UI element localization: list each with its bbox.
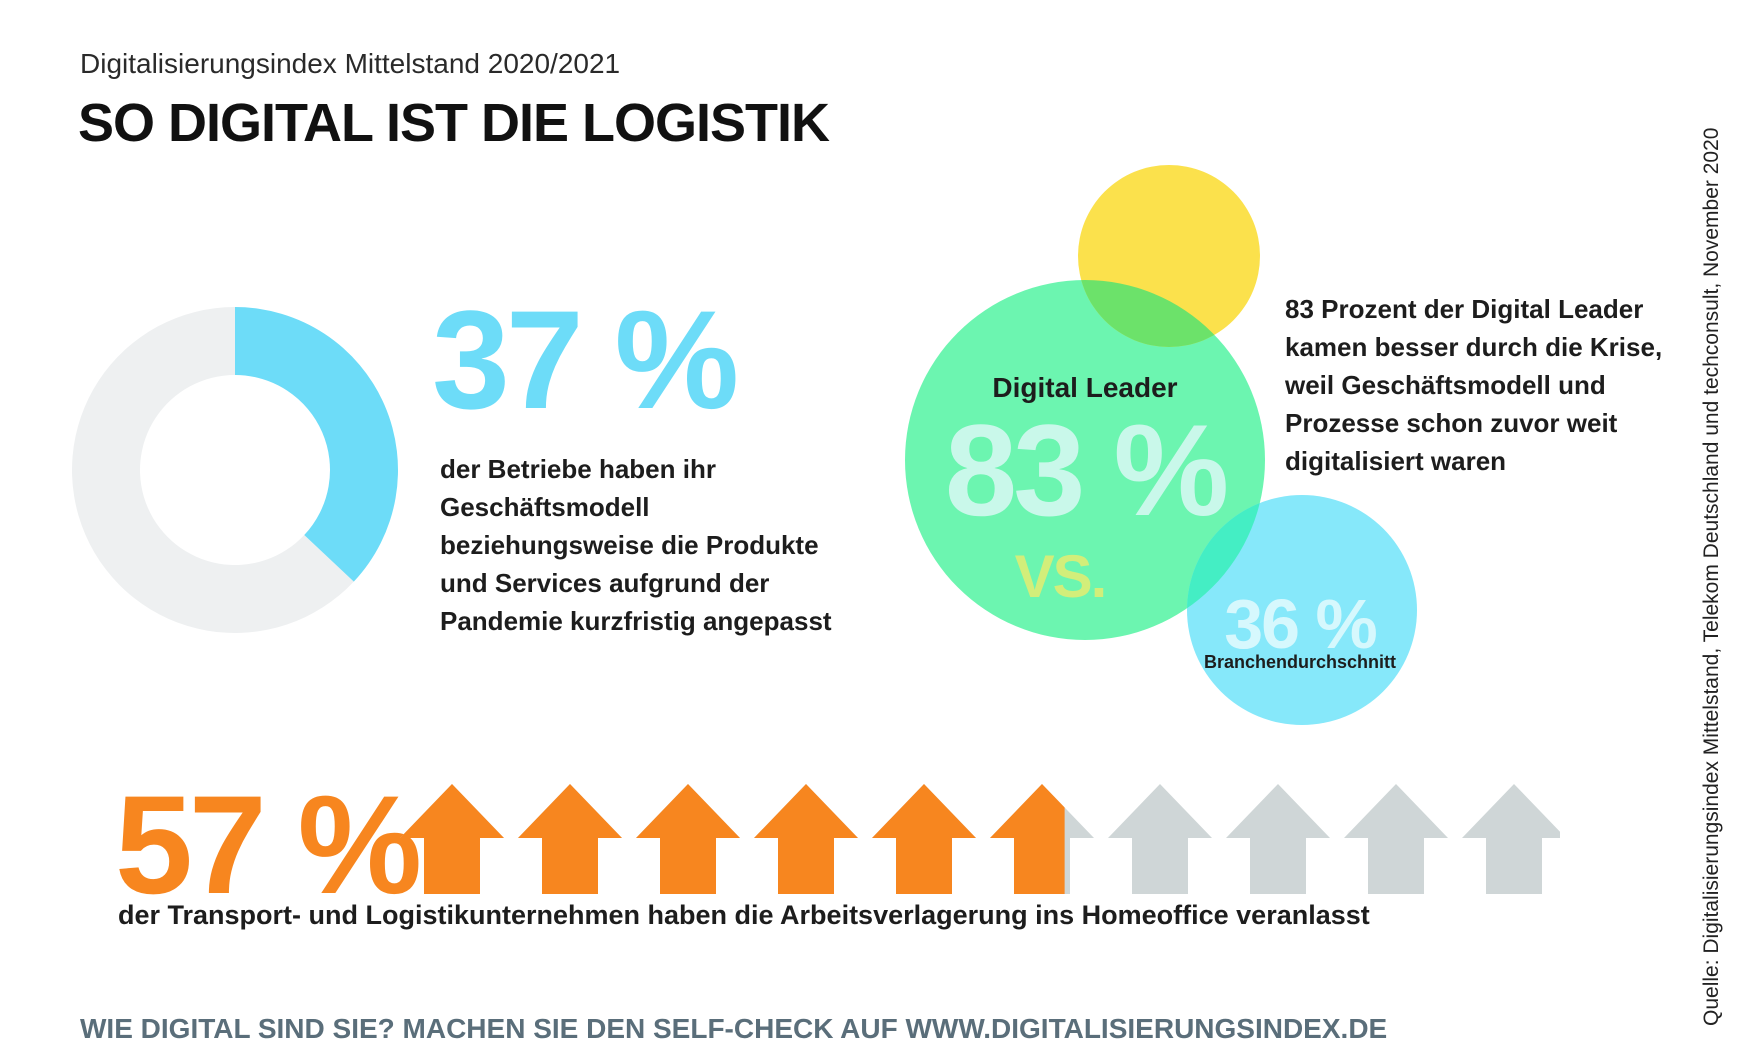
arrow-up-icon-filled [990,784,1065,894]
industry-average-value: 36 % [1224,585,1376,663]
bubble-digital-leader [905,280,1265,640]
footer-call-to-action: WIE DIGITAL SIND SIE? MACHEN SIE DEN SEL… [80,1013,1388,1044]
digital-leader-label: Digital Leader [992,372,1177,403]
arrow-up-icon [1462,784,1560,894]
subtitle: Digitalisierungsindex Mittelstand 2020/2… [80,48,621,79]
pictogram-description: der Transport- und Logistikunternehmen h… [118,900,1370,930]
donut-value-label: 37 % [432,281,739,438]
arrow-up-icon-filled [518,784,622,894]
arrow-pictogram [400,784,1560,894]
arrow-up-icon [1226,784,1330,894]
vs-label: VS. [1015,543,1106,610]
arrow-up-icon [1344,784,1448,894]
donut-slice-value [235,307,398,582]
digital-leader-value: 83 % [945,397,1227,543]
arrow-up-icon-filled [400,784,504,894]
arrow-up-icon-filled [872,784,976,894]
bubble-industry-average [1187,495,1417,725]
industry-average-label: Branchendurchschnitt [1204,652,1396,672]
arrow-up-icon-filled [754,784,858,894]
source-note: Quelle: Digitalisierungsindex Mittelstan… [1700,127,1723,1026]
digital-leader-description: 83 Prozent der Digital Leader kamen bess… [1285,294,1663,476]
donut-chart [71,307,398,633]
arrow-up-icon [1108,784,1212,894]
donut-slice-rest [71,307,354,633]
page-title: SO DIGITAL IST DIE LOGISTIK [78,93,830,153]
bubble-chart: Digital Leader 83 % VS. 36 % Branchendur… [905,165,1417,725]
pictogram-value-label: 57 % [115,766,422,923]
arrow-up-icon-filled [636,784,740,894]
donut-description: der Betriebe haben ihr Geschäftsmodell b… [440,454,832,636]
